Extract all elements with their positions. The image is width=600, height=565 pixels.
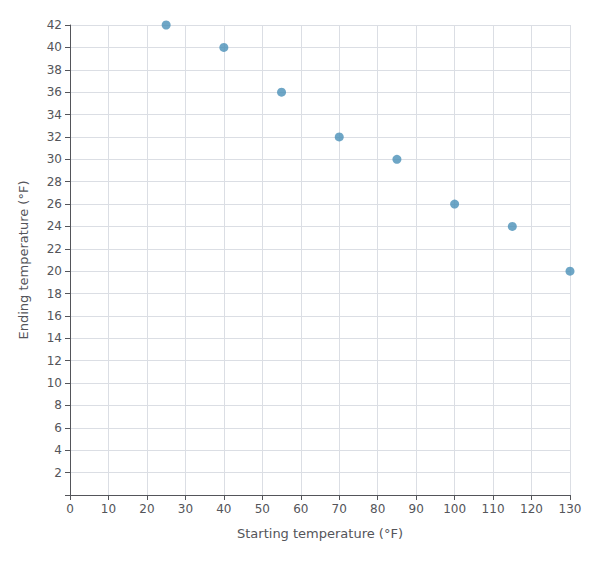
- svg-text:40: 40: [47, 40, 62, 54]
- svg-text:110: 110: [482, 502, 505, 516]
- svg-text:16: 16: [47, 309, 62, 323]
- svg-text:20: 20: [47, 264, 62, 278]
- svg-text:4: 4: [54, 443, 62, 457]
- svg-text:14: 14: [47, 331, 62, 345]
- svg-text:30: 30: [178, 502, 193, 516]
- svg-text:36: 36: [47, 85, 62, 99]
- svg-text:40: 40: [216, 502, 231, 516]
- svg-text:80: 80: [370, 502, 385, 516]
- svg-text:20: 20: [139, 502, 154, 516]
- svg-text:10: 10: [47, 376, 62, 390]
- svg-text:130: 130: [559, 502, 582, 516]
- svg-text:32: 32: [47, 130, 62, 144]
- svg-text:8: 8: [54, 398, 62, 412]
- svg-text:60: 60: [293, 502, 308, 516]
- svg-text:24: 24: [47, 219, 62, 233]
- svg-text:12: 12: [47, 354, 62, 368]
- svg-text:38: 38: [47, 63, 62, 77]
- svg-text:18: 18: [47, 287, 62, 301]
- svg-text:Starting temperature (°F): Starting temperature (°F): [237, 526, 403, 541]
- svg-text:42: 42: [47, 18, 62, 32]
- svg-text:120: 120: [520, 502, 543, 516]
- svg-text:6: 6: [54, 421, 62, 435]
- svg-text:Ending temperature (°F): Ending temperature (°F): [16, 181, 31, 340]
- svg-text:34: 34: [47, 108, 62, 122]
- svg-text:0: 0: [66, 502, 74, 516]
- svg-text:10: 10: [101, 502, 116, 516]
- svg-text:30: 30: [47, 152, 62, 166]
- svg-text:50: 50: [255, 502, 270, 516]
- svg-text:70: 70: [332, 502, 347, 516]
- svg-text:22: 22: [47, 242, 62, 256]
- svg-text:100: 100: [443, 502, 466, 516]
- svg-text:90: 90: [409, 502, 424, 516]
- svg-text:2: 2: [54, 466, 62, 480]
- svg-text:26: 26: [47, 197, 62, 211]
- svg-text:28: 28: [47, 175, 62, 189]
